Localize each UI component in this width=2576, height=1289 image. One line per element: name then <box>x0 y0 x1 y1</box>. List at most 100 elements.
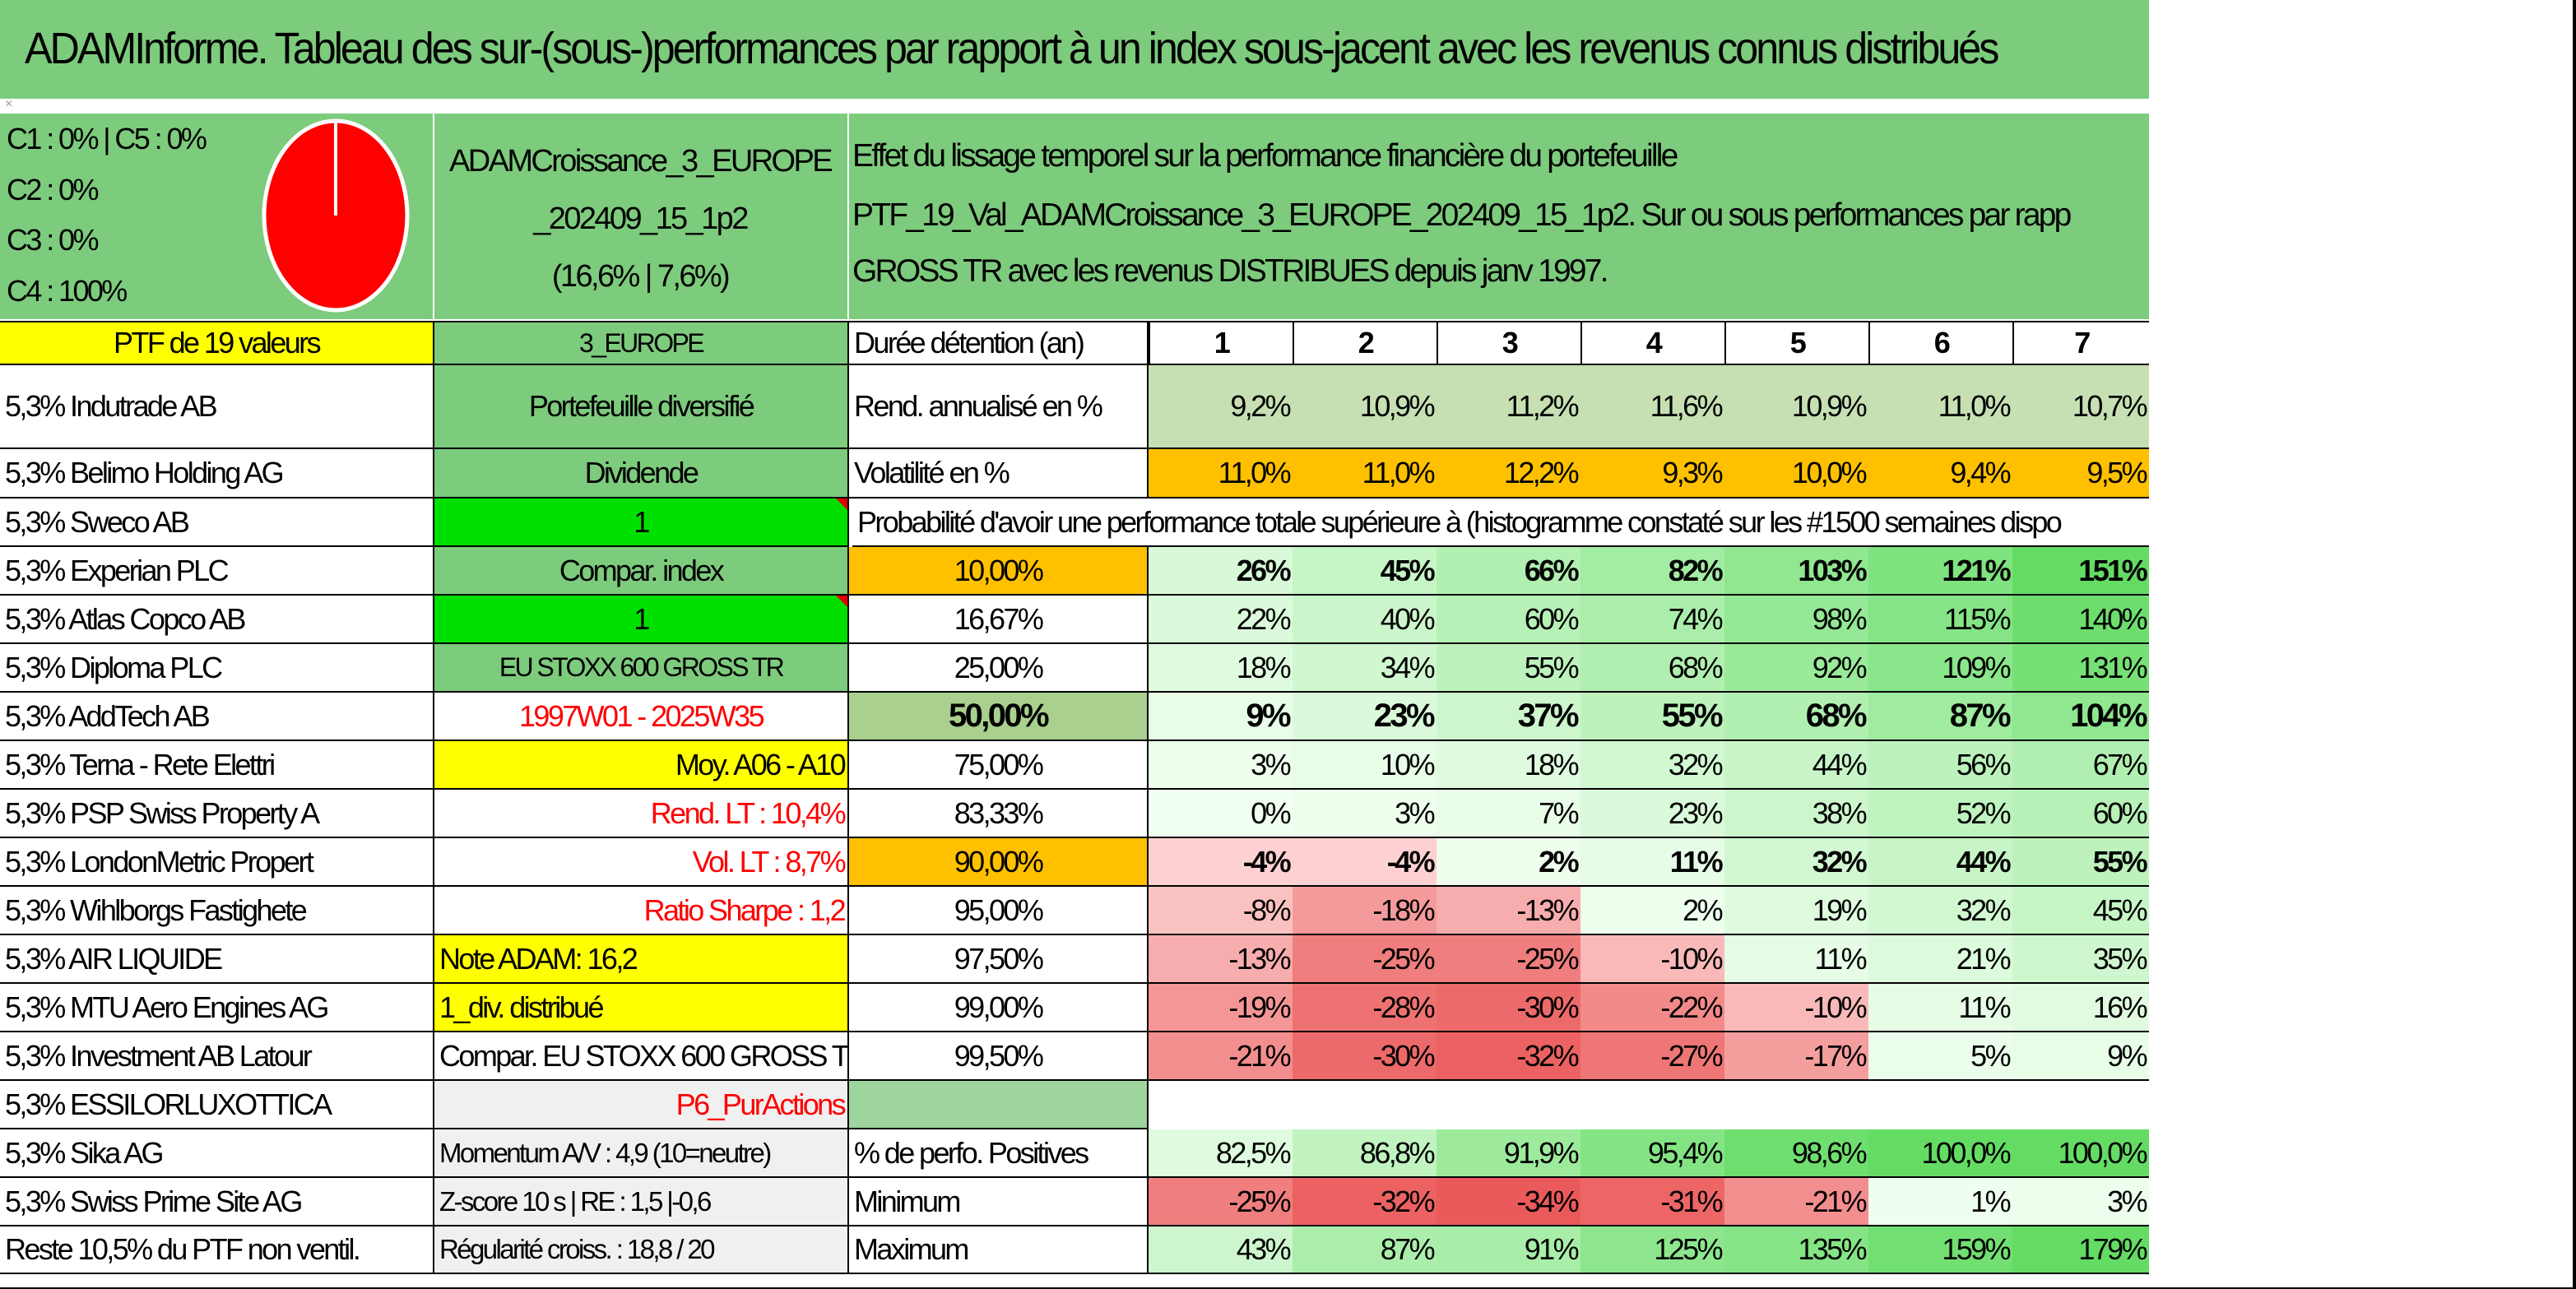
probability-value: 151% <box>2012 547 2149 596</box>
probability-value: 3% <box>1293 790 1437 838</box>
vol-value: 11,0% <box>1293 449 1437 498</box>
probability-value: 55% <box>2012 838 2149 887</box>
holding-row: 5,3% LondonMetric Propert <box>0 838 434 887</box>
rend-label: Rend. annualisé en % <box>849 365 1149 449</box>
compar-flag-cell[interactable]: 1 <box>434 596 849 644</box>
probability-value: 37% <box>1437 693 1580 741</box>
minimum-value: -32% <box>1293 1178 1437 1226</box>
probability-value: 0% <box>1149 790 1293 838</box>
maximum-value: 91% <box>1437 1226 1580 1274</box>
portfolio-type-cell: Portefeuille diversifié <box>434 365 849 449</box>
probability-value: 38% <box>1724 790 1868 838</box>
probability-value: 131% <box>2012 644 2149 693</box>
probability-value: 55% <box>1437 644 1580 693</box>
probability-value: 35% <box>2012 935 2149 984</box>
probability-value: 68% <box>1580 644 1724 693</box>
probability-value: 10% <box>1293 741 1437 790</box>
year-header: 6 <box>1868 321 2012 365</box>
holding-row: 5,3% Swiss Prime Site AG <box>0 1178 434 1226</box>
probability-value: 45% <box>2012 887 2149 935</box>
year-header: 4 <box>1580 321 1724 365</box>
probability-level: 97,50% <box>849 935 1149 984</box>
positive-pct-value: 98,6% <box>1724 1129 1868 1178</box>
sharpe-cell: Ratio Sharpe : 1,2 <box>434 887 849 935</box>
holding-row: 5,3% ESSILORLUXOTTICA <box>0 1081 434 1129</box>
probability-value: 52% <box>1868 790 2012 838</box>
probability-value: 55% <box>1580 693 1724 741</box>
vol-value: 9,5% <box>2012 449 2149 498</box>
probability-value: 2% <box>1437 838 1580 887</box>
holding-row: 5,3% Belimo Holding AG <box>0 449 434 498</box>
probability-value: 23% <box>1580 790 1724 838</box>
effect-line: Effet du lissage temporel sur la perform… <box>852 138 1678 174</box>
rend-value: 10,9% <box>1293 365 1437 449</box>
year-header: 7 <box>2012 321 2149 365</box>
probability-value: 87% <box>1868 693 2012 741</box>
holding-row: 5,3% Wihlborgs Fastighete <box>0 887 434 935</box>
window-edge <box>2573 0 2576 1289</box>
index-name-cell: EU STOXX 600 GROSS TR <box>434 644 849 693</box>
dividend-flag-cell[interactable]: 1 <box>434 498 849 547</box>
probability-value: -4% <box>1293 838 1437 887</box>
probability-value: 140% <box>2012 596 2149 644</box>
zscore-cell: Z-score 10 s | RE : 1,5 |-0,6 <box>434 1178 849 1226</box>
probability-value: 11% <box>1868 984 2012 1032</box>
rend-value: 10,9% <box>1724 365 1868 449</box>
probability-value: 21% <box>1868 935 2012 984</box>
positive-pct-value: 100,0% <box>2012 1129 2149 1178</box>
period-cell: 1997W01 - 2025W35 <box>434 693 849 741</box>
probability-level: 90,00% <box>849 838 1149 887</box>
probability-value: -8% <box>1149 887 1293 935</box>
year-header: 5 <box>1724 321 1868 365</box>
dividend-distrib-cell: 1_div. distribué <box>434 984 849 1032</box>
vol-label: Volatilité en % <box>849 449 1149 498</box>
probability-value: 7% <box>1437 790 1580 838</box>
spreadsheet: ADAMInforme. Tableau des sur-(sous-)perf… <box>0 0 2149 1274</box>
probability-value: 32% <box>1580 741 1724 790</box>
maximum-value: 179% <box>2012 1226 2149 1274</box>
probability-value: -30% <box>1437 984 1580 1032</box>
probability-value: -10% <box>1724 984 1868 1032</box>
region-cell: 3_EUROPE <box>434 321 849 365</box>
probability-value: -17% <box>1724 1032 1868 1081</box>
probability-level: 83,33% <box>849 790 1149 838</box>
cell-marker: × <box>5 97 13 111</box>
probability-value: 121% <box>1868 547 2012 596</box>
duree-label: Durée détention (an) <box>849 321 1149 365</box>
probability-value: 16% <box>2012 984 2149 1032</box>
holding-row: 5,3% AIR LIQUIDE <box>0 935 434 984</box>
maximum-value: 159% <box>1868 1226 2012 1274</box>
vol-value: 11,0% <box>1149 449 1293 498</box>
holding-row: 5,3% MTU Aero Engines AG <box>0 984 434 1032</box>
maximum-value: 87% <box>1293 1226 1437 1274</box>
probability-level: 95,00% <box>849 887 1149 935</box>
vol-lt-cell: Vol. LT : 8,7% <box>434 838 849 887</box>
year-header: 2 <box>1293 321 1437 365</box>
minimum-value: -34% <box>1437 1178 1580 1226</box>
rend-value: 9,2% <box>1149 365 1293 449</box>
rend-value: 10,7% <box>2012 365 2149 449</box>
empty-cell <box>849 1081 1149 1129</box>
maximum-value: 43% <box>1149 1226 1293 1274</box>
vol-value: 9,4% <box>1868 449 2012 498</box>
holding-row: 5,3% Terna - Rete Elettri <box>0 741 434 790</box>
title-bar: ADAMInforme. Tableau des sur-(sous-)perf… <box>0 0 2149 99</box>
probability-value: 23% <box>1293 693 1437 741</box>
probability-value: -19% <box>1149 984 1293 1032</box>
probability-value: 3% <box>1149 741 1293 790</box>
ptf-name-line: ADAMCroissance_3_EUROPE <box>449 144 833 179</box>
probability-value: 44% <box>1868 838 2012 887</box>
legend-line: C1 : 0% | C5 : 0% <box>7 122 207 155</box>
probability-value: -10% <box>1580 935 1724 984</box>
probability-value: 82% <box>1580 547 1724 596</box>
probability-value: -13% <box>1149 935 1293 984</box>
minimum-value: 1% <box>1868 1178 2012 1226</box>
probability-value: 34% <box>1293 644 1437 693</box>
holding-row: 5,3% Experian PLC <box>0 547 434 596</box>
probability-value: 40% <box>1293 596 1437 644</box>
holding-row: 5,3% Sweco AB <box>0 498 434 547</box>
probability-value: -18% <box>1293 887 1437 935</box>
probability-value: 56% <box>1868 741 2012 790</box>
rend-value: 11,6% <box>1580 365 1724 449</box>
probability-value: -4% <box>1149 838 1293 887</box>
